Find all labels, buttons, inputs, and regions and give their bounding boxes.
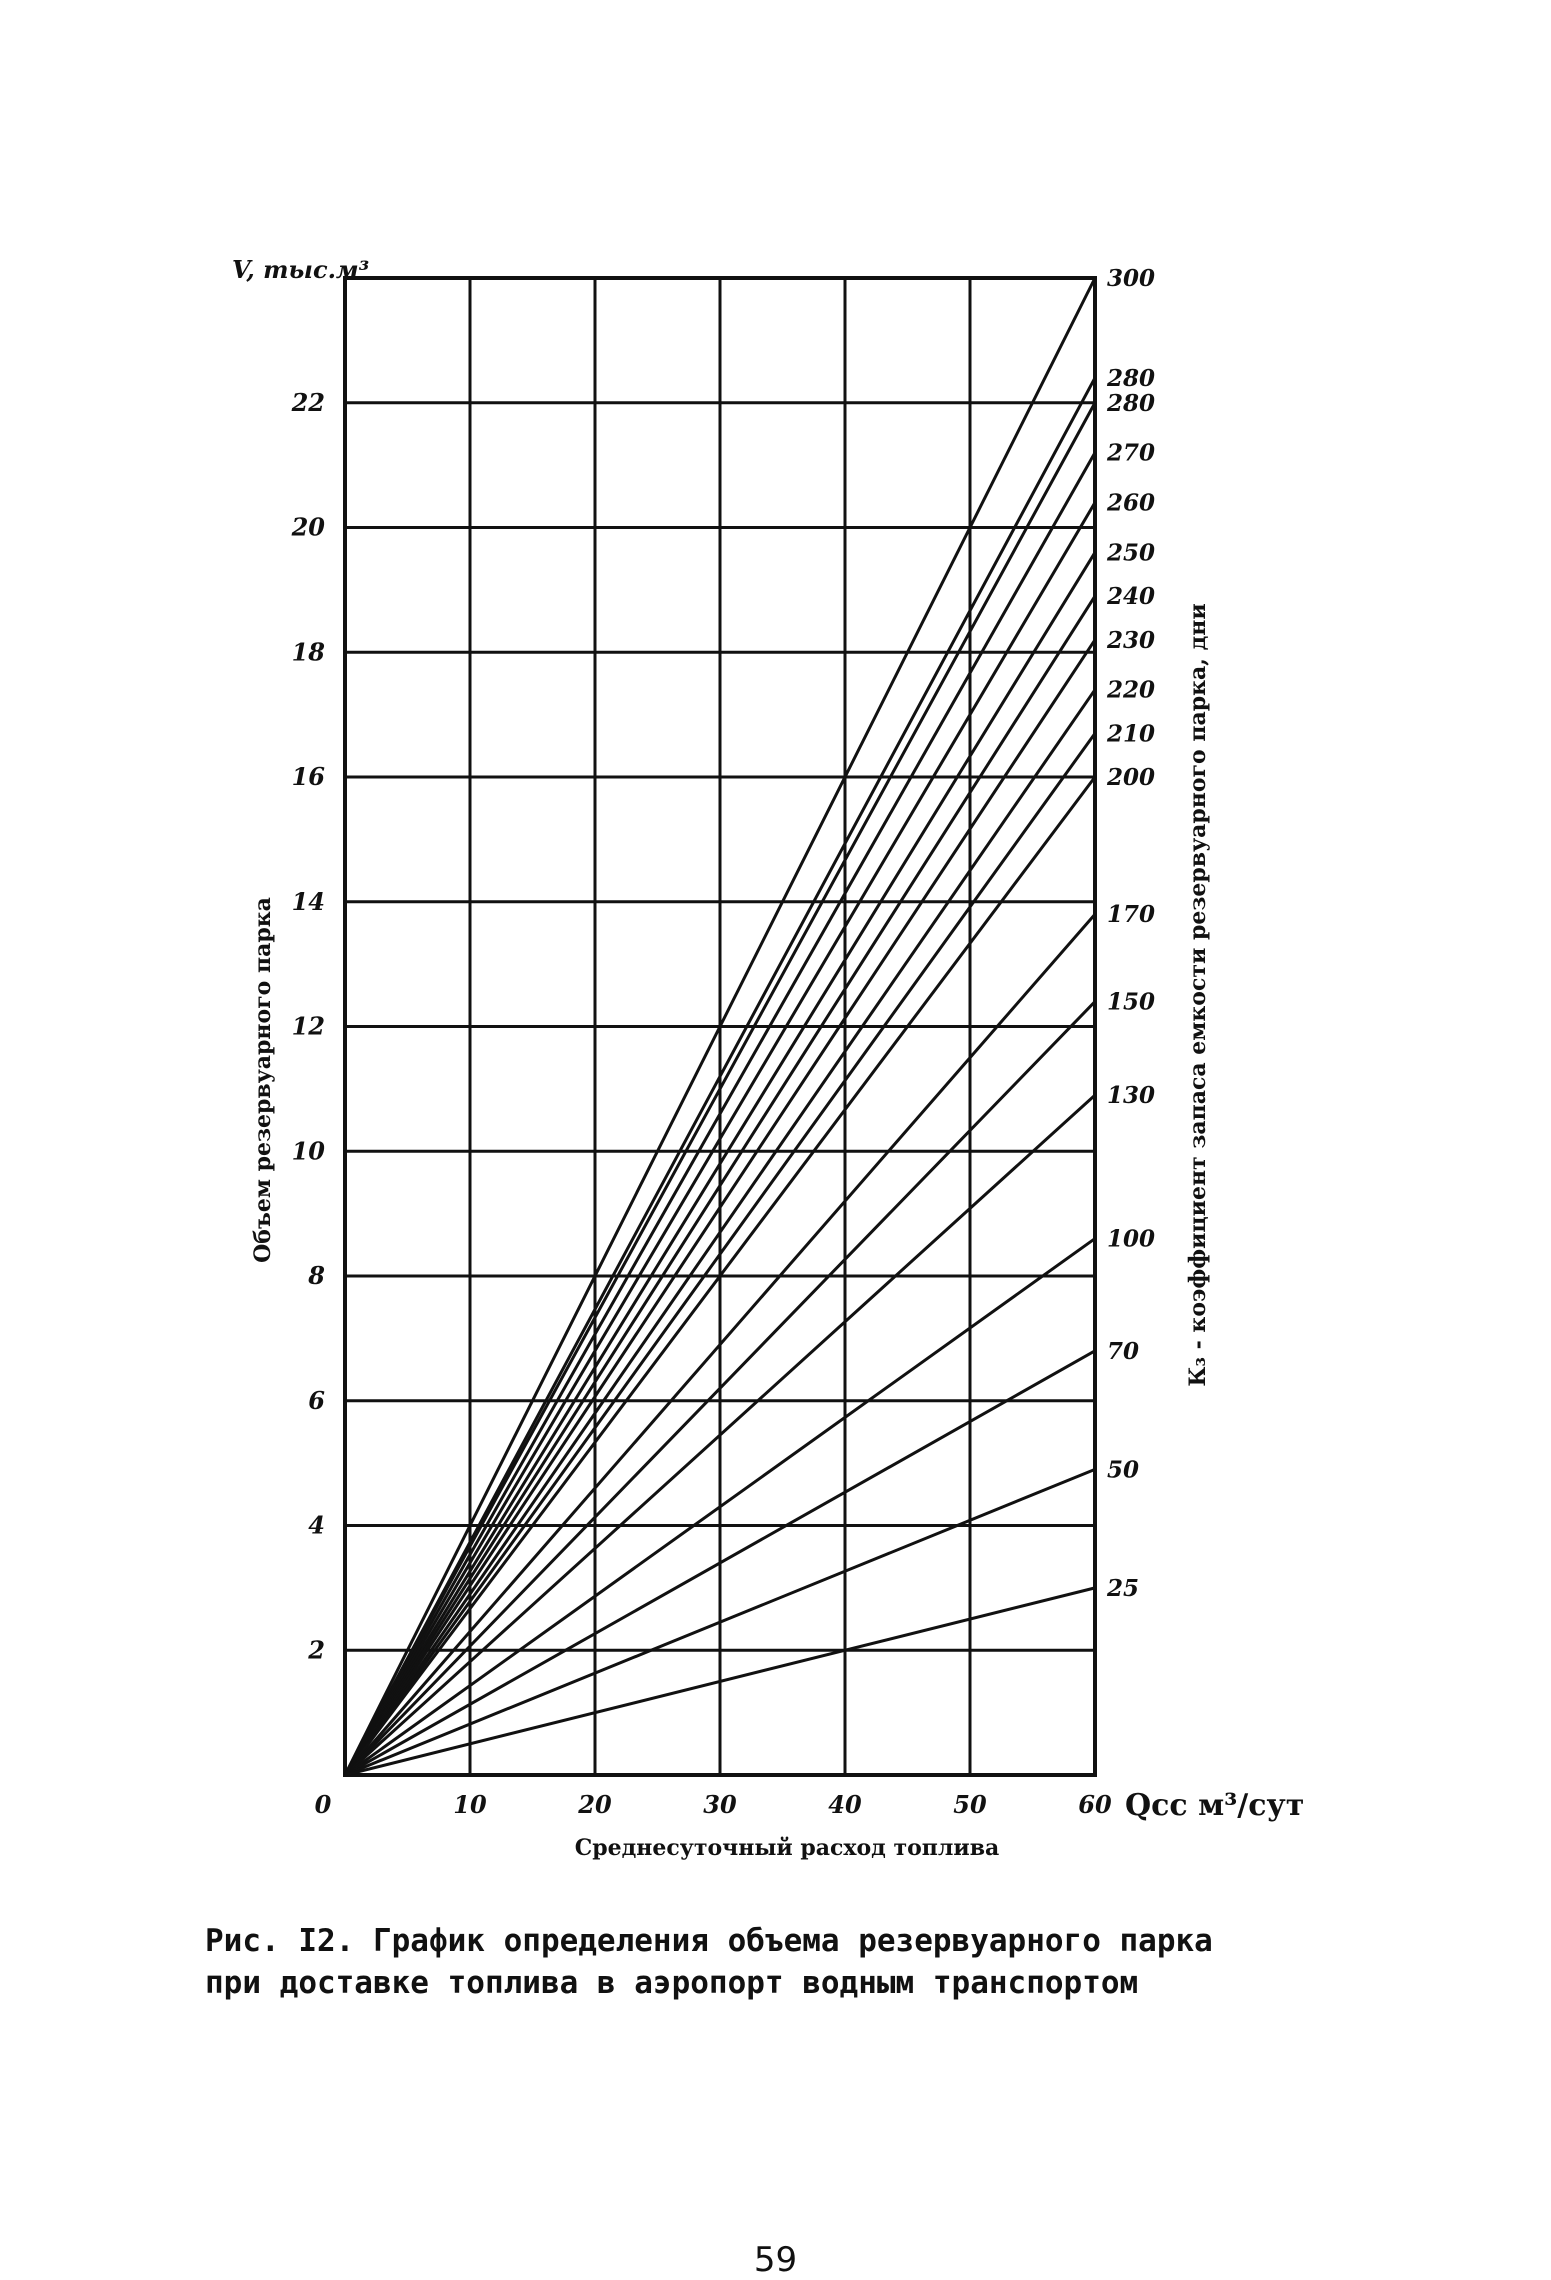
series-line-280 (343, 402, 1097, 1776)
series-label-210: 210 (1106, 720, 1155, 747)
y-tick-4: 4 (308, 1511, 325, 1540)
series-label-280: 280 (1106, 390, 1155, 417)
series-label-170: 170 (1107, 901, 1155, 928)
series-label-150: 150 (1107, 989, 1155, 1016)
y-tick-14: 14 (292, 887, 325, 916)
series-line-250 (343, 551, 1097, 1776)
left-axis-label: V, тыс.м³ (232, 255, 369, 284)
series-label-50: 50 (1107, 1456, 1139, 1483)
series-line-170 (343, 913, 1097, 1776)
series-line-280 (343, 377, 1097, 1776)
y-tick-2: 2 (307, 1635, 325, 1664)
series-line-70 (344, 1349, 1096, 1777)
y-tick-12: 12 (292, 1012, 325, 1041)
series-line-210 (343, 732, 1097, 1776)
series-label-240: 240 (1106, 583, 1155, 610)
left-axis-title: Объем резервуарного парка (250, 897, 276, 1263)
x-tick-50: 50 (953, 1790, 987, 1819)
series-label-250: 250 (1106, 539, 1155, 566)
chart-grid (345, 278, 1095, 1775)
y-tick-16: 16 (292, 762, 326, 791)
y-tick-18: 18 (292, 637, 326, 666)
y-tick-6: 6 (308, 1386, 325, 1415)
chart-lines (343, 277, 1097, 1777)
series-label-300: 300 (1107, 265, 1155, 292)
right-axis-title: К₃ - коэффициент запаса емкости резервуа… (1185, 603, 1211, 1386)
series-label-70: 70 (1107, 1338, 1139, 1365)
series-line-50 (344, 1467, 1096, 1777)
series-line-230 (343, 638, 1097, 1776)
series-line-260 (343, 501, 1097, 1776)
x-tick-10: 10 (453, 1790, 487, 1819)
figure-caption: Рис. I2. График определения объема резер… (205, 1920, 1385, 2004)
x-tick-0: 0 (315, 1790, 332, 1819)
series-line-150 (343, 1000, 1097, 1777)
caption-line-2: при доставке топлива в аэропорт водным т… (205, 1965, 1139, 2001)
series-line-240 (343, 595, 1097, 1776)
series-label-220: 220 (1106, 677, 1155, 704)
x-axis-title: Среднесуточный расход топлива (575, 1835, 1000, 1861)
y-tick-22: 22 (291, 388, 325, 417)
series-line-220 (343, 688, 1097, 1776)
x-tick-40: 40 (828, 1790, 862, 1819)
series-label-200: 200 (1106, 764, 1155, 791)
y-tick-10: 10 (292, 1136, 326, 1165)
plot-border (343, 276, 1097, 1777)
x-tick-20: 20 (577, 1790, 612, 1819)
series-line-130 (343, 1094, 1097, 1777)
series-label-260: 260 (1106, 490, 1155, 517)
series-line-270 (343, 451, 1097, 1776)
series-line-100 (344, 1237, 1096, 1777)
y-tick-8: 8 (307, 1261, 325, 1290)
x-tick-60: 60 (1078, 1790, 1112, 1819)
series-label-100: 100 (1107, 1226, 1155, 1253)
series-line-200 (343, 776, 1097, 1776)
y-tick-20: 20 (291, 513, 326, 542)
series-label-280: 280 (1106, 365, 1155, 392)
series-line-300 (343, 277, 1097, 1776)
x-axis-unit-label: Qсс м³/сут (1125, 1788, 1304, 1823)
x-tick-labels: 0 10 20 30 40 50 60 (315, 1790, 1112, 1819)
series-label-270: 270 (1106, 440, 1155, 467)
chart-frame (343, 276, 1097, 1777)
series-label-130: 130 (1107, 1082, 1155, 1109)
y-tick-labels: 2 4 6 8 10 12 14 16 18 20 22 (291, 388, 326, 1665)
series-label-25: 25 (1106, 1575, 1139, 1602)
series-line-25 (344, 1586, 1096, 1777)
page-number: 59 (753, 2240, 798, 2280)
series-label-230: 230 (1106, 627, 1155, 654)
caption-line-1: Рис. I2. График определения объема резер… (205, 1923, 1213, 1959)
x-tick-30: 30 (703, 1790, 737, 1819)
